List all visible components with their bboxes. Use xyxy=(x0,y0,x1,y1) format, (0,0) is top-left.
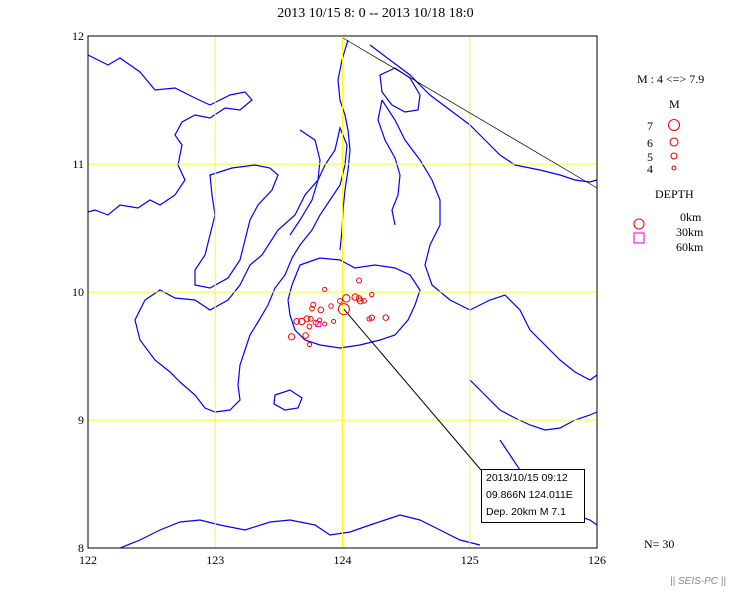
tick-label-lat-8: 8 xyxy=(78,541,84,555)
legend-magnitude-symbols xyxy=(667,118,681,171)
legend-depth-60-symbol xyxy=(633,232,645,244)
event-marker xyxy=(361,298,367,304)
legend-mag-6-label: 6 xyxy=(647,136,653,150)
fault-line xyxy=(342,37,598,189)
coast-negros-north xyxy=(194,164,279,289)
event-marker xyxy=(310,301,317,308)
event-marker xyxy=(328,303,334,309)
event-marker xyxy=(293,318,301,325)
coast-siquijor xyxy=(273,389,303,411)
tick-label-lon-123: 123 xyxy=(206,553,224,567)
mainshock-datetime: 2013/10/15 09:12 xyxy=(486,472,568,484)
coast-panay xyxy=(87,54,253,216)
legend-depth-0-symbol xyxy=(633,218,645,230)
event-marker xyxy=(315,320,322,328)
tick-label-lon-126: 126 xyxy=(588,553,606,567)
coast-leyte-west xyxy=(377,99,401,226)
event-marker xyxy=(366,316,372,322)
legend-mag-5-symbol xyxy=(670,152,678,160)
coast-leyte xyxy=(381,99,598,381)
event-marker xyxy=(331,318,337,324)
coast-cebu-east xyxy=(289,129,321,236)
event-marker xyxy=(298,317,306,326)
mainshock-location: 09.866N 124.011E xyxy=(486,489,573,501)
event-marker xyxy=(317,306,325,314)
event-marker xyxy=(342,294,351,303)
tick-label-lon-122: 122 xyxy=(79,553,97,567)
event-marker xyxy=(337,298,343,304)
events-layer xyxy=(287,277,390,348)
tick-label-lat-9: 9 xyxy=(78,413,84,427)
event-count: N= 30 xyxy=(644,537,675,551)
mainshock-depth-magnitude: Dep. 20km M 7.1 xyxy=(486,506,566,518)
legend-depth-symbols xyxy=(633,218,645,244)
event-marker xyxy=(306,341,313,348)
event-marker xyxy=(287,333,296,341)
event-marker xyxy=(302,332,309,339)
tick-label-lat-11: 11 xyxy=(72,157,84,171)
legend-depth-title: DEPTH xyxy=(655,187,694,201)
coast-dinagat xyxy=(469,379,598,431)
mainshock-leader-line xyxy=(343,308,482,471)
legend-magnitude-range: M : 4 <=> 7.9 xyxy=(637,72,705,86)
legend-mag-7-label: 7 xyxy=(647,119,653,133)
event-marker xyxy=(368,314,375,321)
map-frame xyxy=(87,35,598,549)
legend-depth-60-label: 60km xyxy=(676,240,704,254)
grid-layer xyxy=(88,36,597,548)
legend-mag-7-symbol xyxy=(667,118,681,132)
coast-bohol xyxy=(287,257,421,349)
event-marker xyxy=(355,295,363,302)
legend-depth-0-label: 0km xyxy=(680,210,702,224)
tick-label-layer: 122 123 124 125 126 8 9 10 11 12 xyxy=(72,29,606,567)
event-marker xyxy=(356,277,363,284)
mainshock-info-box: 2013/10/15 09:12 09.866N 124.011E Dep. 2… xyxy=(481,469,585,523)
event-marker xyxy=(316,317,323,323)
legend-mag-4-symbol xyxy=(671,165,677,171)
tick-label-lon-125: 125 xyxy=(461,553,479,567)
coast-negros xyxy=(134,126,348,413)
software-credit: || SEIS-PC || xyxy=(670,576,726,587)
event-marker xyxy=(382,314,390,321)
event-marker xyxy=(322,321,328,327)
map-title: 2013 10/15 8: 0 -- 2013 10/18 18:0 xyxy=(277,6,474,21)
coast-cebu xyxy=(337,39,351,251)
tick-label-lat-12: 12 xyxy=(72,29,84,43)
legend-mag-6-symbol xyxy=(669,137,679,147)
event-marker xyxy=(322,286,328,292)
tick-label-lat-10: 10 xyxy=(72,285,84,299)
legend-mag-4-label: 4 xyxy=(647,162,653,176)
legend-magnitude-title: M xyxy=(669,97,680,111)
event-marker xyxy=(309,305,315,312)
coast-samar xyxy=(369,44,598,183)
coast-mindanao xyxy=(119,514,481,549)
legend-depth-30-label: 30km xyxy=(676,225,704,239)
event-marker xyxy=(307,315,314,322)
event-marker xyxy=(351,293,359,301)
tick-label-lon-124: 124 xyxy=(334,553,352,567)
event-marker xyxy=(306,323,313,330)
legend-mag-5-label: 5 xyxy=(647,150,653,164)
mainshock-marker xyxy=(337,303,350,316)
event-marker xyxy=(369,291,375,298)
